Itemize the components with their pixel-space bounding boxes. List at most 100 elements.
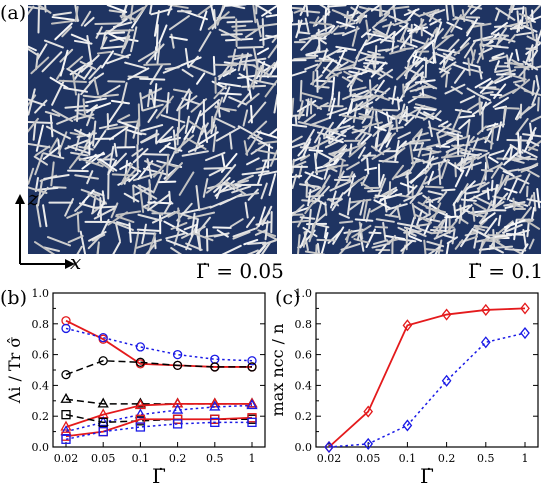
rod xyxy=(97,201,105,216)
rod xyxy=(309,21,333,26)
rod xyxy=(167,209,181,218)
rod xyxy=(473,202,487,211)
data-point-triangle xyxy=(209,400,221,411)
rod xyxy=(78,202,97,209)
rod xyxy=(523,89,541,97)
rod xyxy=(317,77,331,90)
rod xyxy=(531,206,536,220)
rod xyxy=(482,239,501,243)
rod xyxy=(412,55,435,64)
snapshot-caption-left: Γ̇ = 0.05 xyxy=(196,259,284,283)
x-axis-label: Γ̇ xyxy=(152,464,166,488)
rod xyxy=(479,212,496,225)
rod xyxy=(417,141,424,158)
rod xyxy=(74,174,99,180)
rod xyxy=(73,128,92,139)
rod xyxy=(444,83,466,95)
rod xyxy=(79,230,87,254)
rod xyxy=(128,222,132,243)
rod xyxy=(228,131,233,150)
rod xyxy=(411,128,423,141)
rod-network-left xyxy=(28,5,277,254)
rod xyxy=(93,77,100,96)
data-point-circle xyxy=(135,342,146,352)
data-point-triangle xyxy=(60,425,72,436)
rod xyxy=(423,239,427,254)
rod xyxy=(323,226,328,239)
rod xyxy=(158,24,168,45)
rod xyxy=(348,86,367,92)
rod xyxy=(115,210,142,217)
rod xyxy=(140,124,164,132)
rod xyxy=(243,238,259,246)
rod xyxy=(414,103,437,111)
rod xyxy=(359,95,377,108)
rod xyxy=(373,191,394,199)
panel-label-b: (b) xyxy=(0,287,27,309)
rod xyxy=(42,145,61,160)
y-tick-label: 1.0 xyxy=(295,287,313,300)
rod xyxy=(391,30,396,55)
rod xyxy=(105,124,132,131)
rod xyxy=(309,116,332,127)
rod xyxy=(73,39,93,45)
rod xyxy=(351,89,370,98)
rod xyxy=(151,211,174,224)
rod xyxy=(128,231,155,235)
rod xyxy=(304,201,314,215)
rod xyxy=(372,88,387,95)
rod xyxy=(526,220,541,230)
rod xyxy=(529,122,533,140)
rod xyxy=(229,218,244,228)
rod xyxy=(408,235,423,242)
rod xyxy=(414,85,426,92)
rod xyxy=(181,97,201,106)
rod xyxy=(492,184,498,205)
rod xyxy=(184,47,190,68)
rod xyxy=(189,64,215,76)
rod xyxy=(374,225,389,229)
rod xyxy=(535,74,540,89)
rod xyxy=(106,32,125,42)
rod xyxy=(490,179,494,192)
rod xyxy=(466,119,471,138)
y-tick-label: 0.4 xyxy=(32,379,50,392)
rod xyxy=(502,223,523,234)
series-line xyxy=(328,307,526,448)
rod xyxy=(396,64,413,81)
rod xyxy=(379,121,393,129)
rod xyxy=(476,47,485,64)
rod xyxy=(86,34,93,63)
rod xyxy=(217,92,242,96)
rod xyxy=(305,98,310,117)
rod xyxy=(410,23,413,44)
rod xyxy=(445,242,450,254)
rod xyxy=(493,234,513,238)
data-point-circle xyxy=(61,369,71,380)
rod xyxy=(379,30,396,44)
rod xyxy=(34,99,48,114)
rod xyxy=(474,77,492,89)
rod xyxy=(159,136,182,144)
rod xyxy=(333,124,351,131)
rod xyxy=(512,79,526,84)
rod xyxy=(336,20,356,29)
rod xyxy=(294,114,298,127)
rod xyxy=(269,59,277,76)
rod xyxy=(410,64,424,80)
rod xyxy=(61,26,73,38)
data-point-square xyxy=(172,419,183,429)
rod xyxy=(37,179,44,207)
rod xyxy=(37,6,40,34)
rod xyxy=(316,242,321,254)
rod xyxy=(366,157,370,175)
plot-frame xyxy=(52,292,266,448)
rod xyxy=(150,8,173,16)
rod xyxy=(217,82,242,88)
rod xyxy=(363,53,377,73)
rod xyxy=(438,162,442,186)
rod xyxy=(58,79,87,83)
rod xyxy=(128,172,139,183)
rod xyxy=(164,145,183,152)
rod xyxy=(181,68,194,78)
